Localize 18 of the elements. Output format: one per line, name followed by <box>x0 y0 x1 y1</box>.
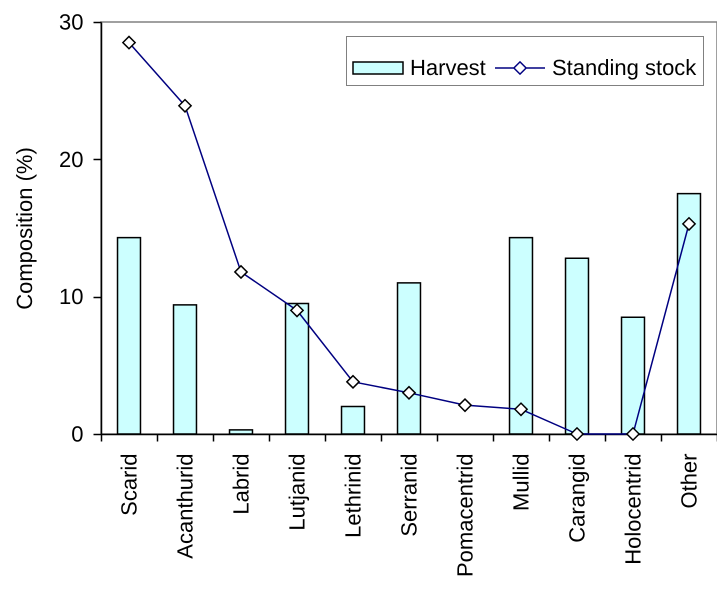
y-tick-label: 20 <box>59 146 84 172</box>
x-tick-label: Scarid <box>116 454 142 516</box>
x-tick-label: Carangid <box>564 454 590 543</box>
y-axis-title: Composition (%) <box>12 147 38 310</box>
x-tick-label: Holocentrid <box>620 454 646 565</box>
x-tick-label: Labrid <box>228 454 254 515</box>
y-tick-label: 30 <box>59 10 84 34</box>
y-tick-label: 10 <box>59 284 84 310</box>
x-tick-label: Mullid <box>508 454 534 511</box>
x-tick-label: Serranid <box>396 454 422 537</box>
x-tick-label: Acanthurid <box>172 454 198 559</box>
x-tick-label: Pomacentrid <box>452 454 478 578</box>
x-tick-label: Lutjanid <box>284 454 310 531</box>
y-tick-label: 0 <box>71 422 84 446</box>
x-tick-label: Lethrinid <box>340 454 366 538</box>
x-tick-label: Other <box>676 454 702 509</box>
legend-label: Harvest <box>410 55 486 80</box>
legend-label: Standing stock <box>552 55 698 80</box>
